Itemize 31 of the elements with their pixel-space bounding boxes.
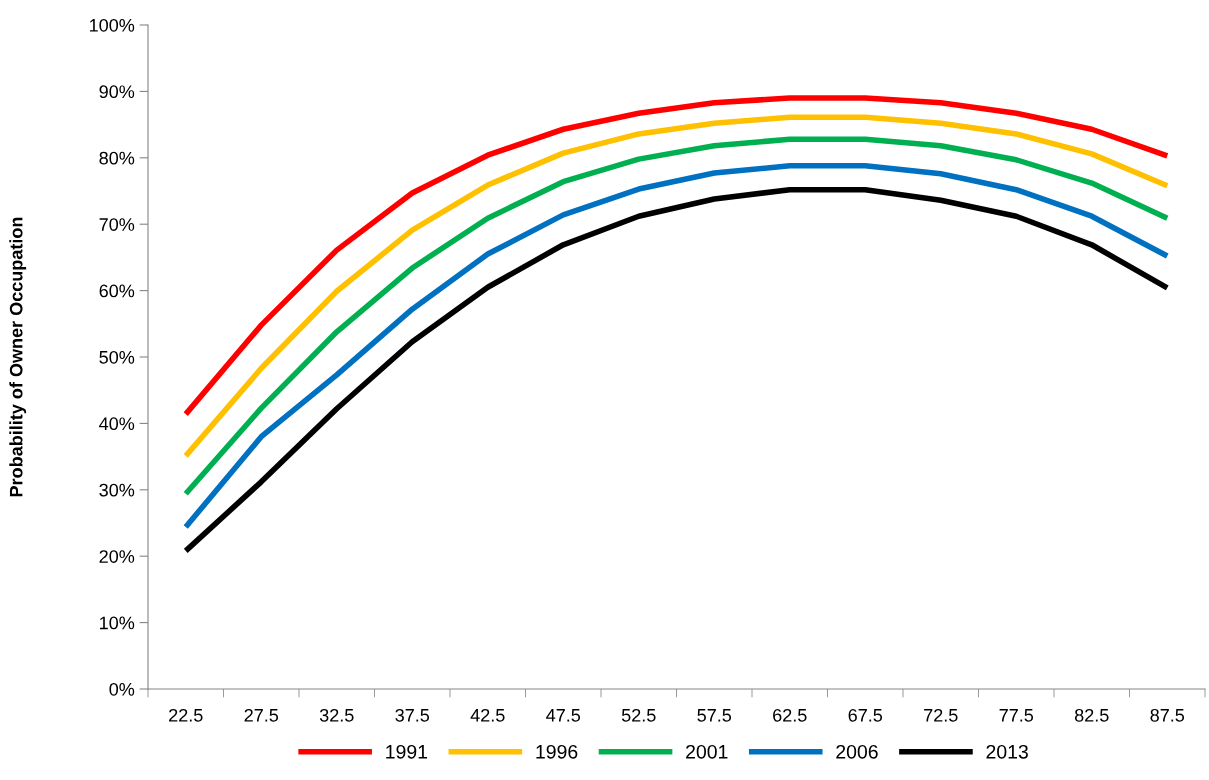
x-tick-label: 87.5	[1150, 708, 1185, 722]
x-tick-label: 52.5	[621, 708, 656, 722]
legend-label: 1991	[386, 744, 428, 759]
legend-label: 2001	[686, 744, 728, 759]
x-tick-label: 37.5	[395, 708, 430, 722]
x-tick-label: 27.5	[244, 708, 279, 722]
y-tick-label: 50%	[99, 350, 135, 364]
x-tick-label: 62.5	[773, 708, 807, 722]
x-tick-label: 67.5	[848, 708, 883, 722]
y-tick-label: 100%	[90, 18, 135, 32]
y-tick-label: 30%	[99, 483, 135, 497]
x-tick-label: 47.5	[546, 709, 581, 722]
x-tick-label: 57.5	[697, 709, 732, 722]
y-tick-label: 20%	[99, 550, 135, 563]
y-axis-title: Probability of Owner Occupation	[9, 217, 27, 497]
y-tick-label: 90%	[99, 85, 135, 99]
x-tick-label: 22.5	[169, 708, 203, 722]
y-tick-label: 80%	[99, 151, 135, 165]
y-tick-label: 60%	[99, 284, 135, 298]
y-tick-label: 10%	[100, 616, 135, 630]
x-tick-label: 32.5	[319, 708, 354, 722]
y-tick-label: 0%	[109, 682, 135, 696]
y-tick-label: 40%	[99, 417, 135, 431]
x-tick-label: 82.5	[1074, 708, 1109, 722]
legend-label: 2006	[836, 744, 878, 759]
legend-label: 2013	[986, 744, 1028, 759]
legend-label: 1996	[536, 744, 578, 759]
x-tick-label: 42.5	[470, 708, 505, 722]
x-tick-label: 72.5	[924, 708, 958, 722]
y-tick-label: 70%	[99, 218, 135, 231]
x-tick-label: 77.5	[999, 709, 1034, 722]
